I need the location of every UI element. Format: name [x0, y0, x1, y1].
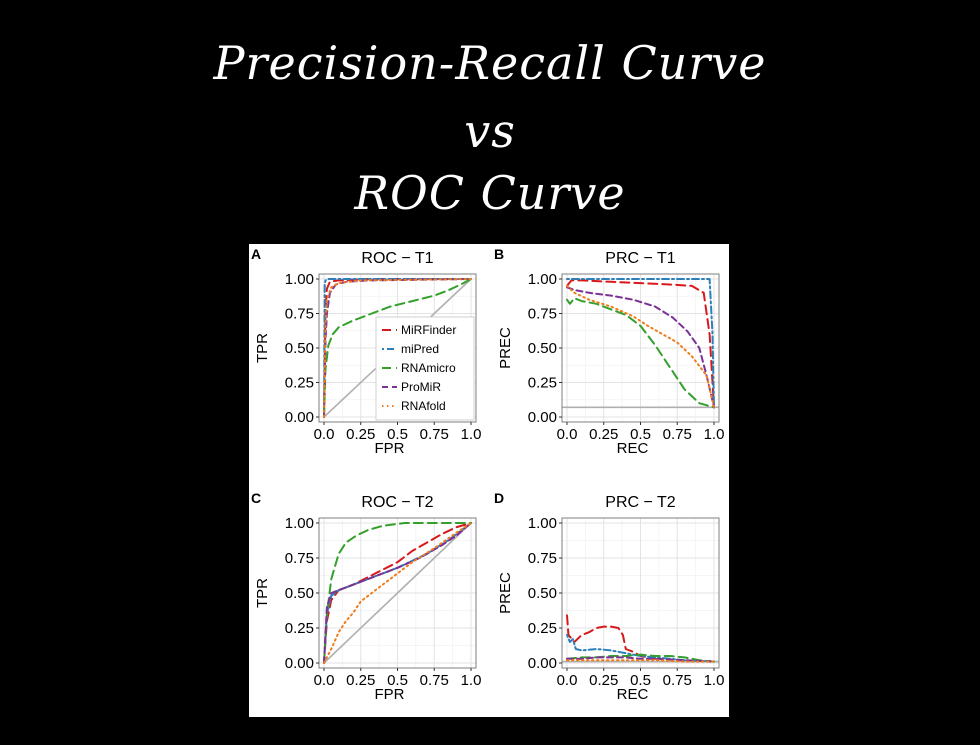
x-tick-label: 0.5 — [630, 672, 651, 689]
y-tick-label: 0.25 — [528, 375, 557, 392]
series-line-rnamicro — [323, 522, 472, 664]
legend: MiRFinder miPred RNAmicro ProMiR RNAfold — [375, 316, 475, 421]
series-line-rnamicro — [323, 278, 472, 418]
y-tick-label: 0.75 — [285, 306, 314, 323]
x-tick-label: 0.75 — [663, 426, 692, 443]
x-tick-label: 0.25 — [589, 426, 618, 443]
x-tick-label: 0.25 — [589, 672, 618, 689]
panel-title: PRC − T1 — [605, 250, 676, 267]
panel-title: PRC − T2 — [605, 494, 676, 511]
y-tick-label: 0.75 — [285, 550, 314, 567]
panel-title: ROC − T2 — [361, 494, 433, 511]
x-tick-label: 0.5 — [630, 426, 651, 443]
series-line-mirfinder — [566, 279, 715, 409]
series-line-mirfinder — [323, 522, 472, 664]
y-tick-label: 1.00 — [528, 515, 557, 532]
y-tick-label: 1.00 — [528, 271, 557, 288]
x-tick-label: 0.0 — [314, 426, 335, 443]
x-axis-label: FPR — [375, 686, 405, 703]
series-line-rnamicro — [566, 297, 715, 409]
panel-title: ROC − T1 — [361, 250, 433, 267]
baseline-diagonal — [323, 522, 472, 664]
y-tick-label: 0.25 — [528, 620, 557, 637]
panel-d: 0.00.00 0.25 0.25 0.5 0.50 0.75 0.75 1.0 1.00 REC… — [494, 490, 724, 703]
x-axis-label: REC — [617, 686, 649, 703]
figure-panel: 0.0 0.00 0.25 0.25 0.5 0.50 0.75 0.75 1.0 1.00 FPR… — [249, 244, 729, 717]
x-axis-label: REC — [617, 440, 649, 457]
y-axis-label: PREC — [497, 572, 514, 614]
panel-b: 0.00.00 0.25 0.25 0.5 0.50 0.75 0.75 1.0 1.00 REC… — [494, 246, 724, 457]
y-tick-label: 0.00 — [285, 655, 314, 672]
panel-letter: A — [251, 246, 261, 262]
y-tick-label: 0.50 — [285, 585, 314, 602]
slide-title-line1: Precision-Recall Curve — [213, 36, 767, 90]
x-tick-label: 0.75 — [420, 672, 449, 689]
x-tick-label: 1.0 — [461, 672, 482, 689]
y-tick-label: 0.50 — [285, 340, 314, 357]
series-line-promir — [566, 656, 715, 663]
y-tick-label: 0.50 — [528, 585, 557, 602]
x-tick-label: 0.0 — [557, 426, 578, 443]
x-axis-label: FPR — [375, 440, 405, 457]
panel-letter: B — [494, 246, 504, 262]
x-tick-label: 1.0 — [704, 672, 725, 689]
x-tick-label: 0.5 — [387, 426, 408, 443]
y-tick-label: 0.75 — [528, 306, 557, 323]
legend-label: MiRFinder — [401, 323, 456, 337]
legend-label: RNAmicro — [401, 361, 456, 375]
x-tick-label: 0.25 — [346, 672, 375, 689]
series-line-rnafold — [323, 278, 472, 418]
y-tick-label: 0.00 — [528, 409, 557, 426]
y-axis-label: TPR — [254, 333, 271, 363]
y-tick-label: 1.00 — [285, 271, 314, 288]
series-line-mipred — [566, 634, 715, 663]
x-tick-label: 1.0 — [461, 426, 482, 443]
y-tick-label: 0.25 — [285, 620, 314, 637]
legend-label: ProMiR — [401, 380, 441, 394]
legend-box — [375, 316, 475, 421]
legend-label: RNAfold — [401, 399, 446, 413]
series-line-mipred — [566, 278, 715, 409]
series-line-rnafold — [566, 659, 715, 663]
y-tick-label: 0.50 — [528, 340, 557, 357]
series-line-promir — [566, 286, 715, 409]
slide-title-line3: ROC Curve — [354, 166, 626, 220]
x-tick-label: 0.75 — [420, 426, 449, 443]
y-tick-label: 1.00 — [285, 515, 314, 532]
y-tick-label: 0.25 — [285, 375, 314, 392]
legend-label: miPred — [401, 342, 439, 356]
panel-a: 0.00.00 0.25 0.25 0.5 0.50 0.75 0.75 1.0 1.00 FPR… — [251, 246, 481, 457]
panel-letter: C — [251, 490, 261, 506]
y-tick-label: 0.75 — [528, 550, 557, 567]
panel-letter: D — [494, 490, 504, 506]
x-tick-label: 0.75 — [663, 672, 692, 689]
series-line-promir — [323, 522, 472, 664]
series-line-mipred — [323, 278, 472, 418]
x-tick-label: 1.0 — [704, 426, 725, 443]
panel-c: 0.00.00 0.25 0.25 0.5 0.50 0.75 0.75 1.0 1.00 FPR… — [251, 490, 481, 703]
x-tick-label: 0.5 — [387, 672, 408, 689]
x-tick-label: 0.25 — [346, 426, 375, 443]
series-line-rnafold — [566, 284, 715, 409]
y-axis-label: PREC — [497, 327, 514, 369]
y-axis-label: TPR — [254, 578, 271, 608]
chart-figure: 0.00.000.250.250.50.500.750.751.01.00FPR… — [251, 246, 724, 703]
y-tick-label: 0.00 — [528, 655, 557, 672]
x-tick-label: 0.0 — [314, 672, 335, 689]
y-tick-label: 0.00 — [285, 409, 314, 426]
x-tick-label: 0.0 — [557, 672, 578, 689]
series-line-rnafold — [323, 522, 472, 664]
series-line-rnamicro — [566, 653, 715, 663]
slide-title-line2: vs — [464, 104, 516, 158]
